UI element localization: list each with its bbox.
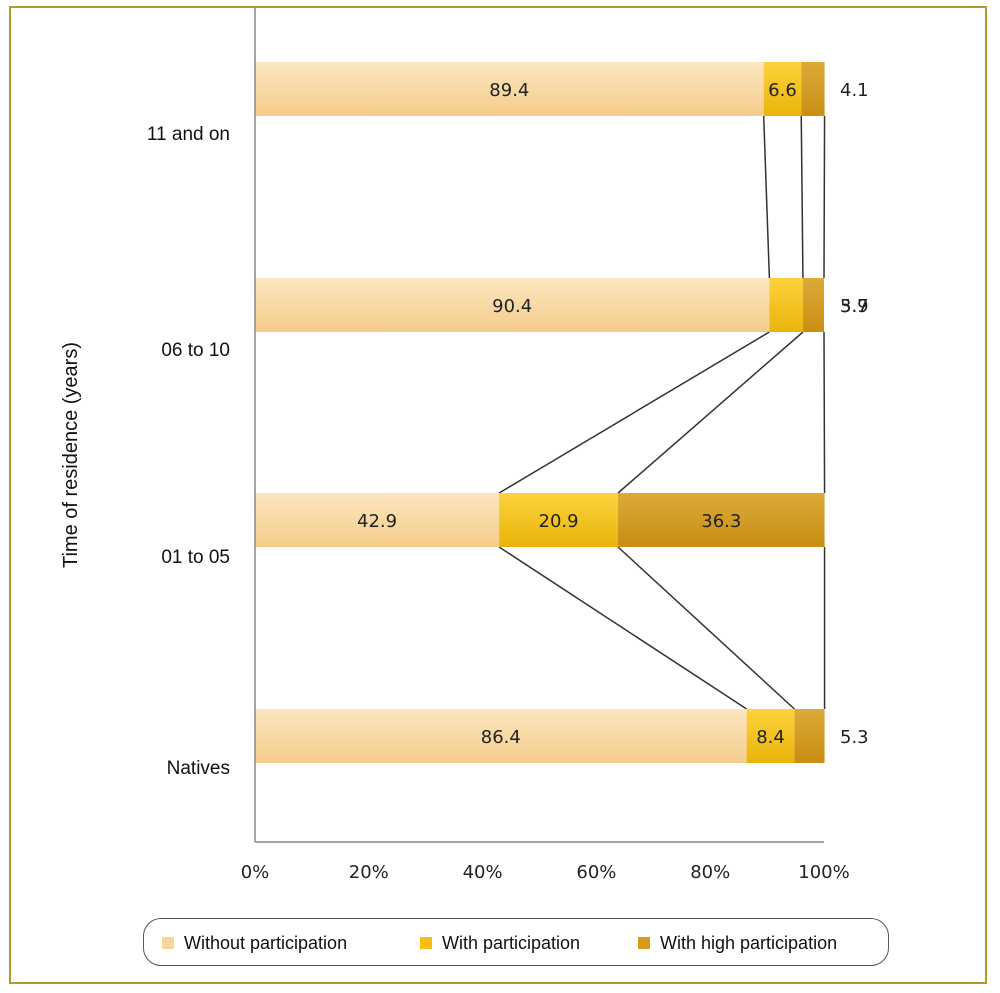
series-line [617,546,795,710]
x-tick-label: 20% [349,862,389,883]
y-category-label: 06 to 10 [161,340,230,361]
x-tick-label: 40% [463,862,503,883]
data-label: 4.1 [840,80,869,101]
y-category-label: 01 to 05 [161,547,230,568]
bar-segment [763,62,802,116]
series-line [498,331,770,494]
data-label: 90.4 [492,296,532,317]
series-line [823,115,826,279]
series-line [762,115,771,279]
bars: 89.4 6.6 4.1 90.4 5.93.7 42.9 20.9 36.3 86.4 8.4 5… [255,62,869,763]
y-category-label: 11 and on [147,124,230,145]
bar-segment [255,493,500,547]
bar-segment [255,62,764,116]
bar-segment [802,278,824,332]
data-label: 5.9 [840,296,869,317]
data-label: 42.9 [357,511,397,532]
data-label: 6.6 [768,80,797,101]
x-tick-label: 0% [241,862,270,883]
data-label: 89.4 [489,80,529,101]
bar-segment [801,62,825,116]
data-label: 36.3 [701,511,741,532]
legend-item-without-participation: Without participation [162,919,347,967]
data-label: 86.4 [481,727,521,748]
y-category-label: Natives [167,758,230,779]
series-lines [498,115,826,710]
x-tick-label: 80% [690,862,730,883]
data-label: 8.4 [756,727,785,748]
y-axis-label: Time of residence (years) [60,342,82,568]
legend-label-with: With participation [442,932,581,953]
data-label: 5.3 [840,727,869,748]
series-line [800,115,804,279]
data-label: 3.7 [840,296,869,317]
legend-item-with-high-participation: With high participation [638,919,837,967]
series-line [498,546,748,710]
bar-segment [499,493,619,547]
y-axis-categories: 11 and on 06 to 10 01 to 05 Natives [147,124,230,779]
bar-segment [769,278,803,332]
bar-segment [794,709,825,763]
legend-item-with-participation: With participation [420,919,580,967]
series-line [823,331,826,494]
bar-segment [746,709,795,763]
bar-segment [255,278,770,332]
legend: Without participation With participation… [143,918,889,966]
legend-swatch-without [162,937,174,949]
legend-label-without: Without participation [184,932,348,953]
x-tick-label: 100% [798,862,849,883]
bar-segment [255,709,747,763]
series-line [617,331,804,494]
bar-segment [618,493,825,547]
x-tick-label: 60% [576,862,616,883]
legend-swatch-high [638,937,650,949]
x-axis-ticks: 0% 20% 40% 60% 80% 100% [241,862,850,883]
legend-swatch-with [420,937,432,949]
legend-label-high: With high participation [660,932,838,953]
data-label: 20.9 [539,511,579,532]
